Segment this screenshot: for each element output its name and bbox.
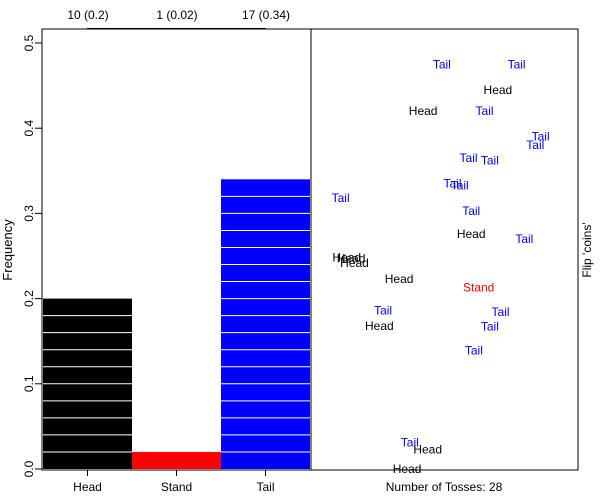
count-label-head: 10 (0.2)	[67, 8, 108, 22]
bar-tail	[221, 179, 310, 469]
toss-tail: Tail	[532, 130, 550, 144]
x-axis: Head Stand Tail	[73, 470, 275, 494]
right-panel-frame	[310, 28, 579, 471]
toss-tail: Tail	[481, 154, 499, 168]
toss-tail: Tail	[433, 57, 451, 71]
toss-head: Head	[332, 251, 361, 265]
count-labels: 10 (0.2) 1 (0.02) 17 (0.34)	[67, 8, 290, 22]
y-axis-title: Frequency	[0, 219, 15, 281]
count-label-stand: 1 (0.02)	[156, 8, 197, 22]
toss-tail: Tail	[462, 204, 480, 218]
count-label-tail: 17 (0.34)	[242, 8, 290, 22]
y-tick-label: 0.5	[22, 34, 36, 51]
toss-tail: Tail	[374, 304, 392, 318]
y-axis: 0.0 0.1 0.2 0.3 0.4 0.5	[22, 34, 42, 477]
toss-tail: Tail	[451, 178, 469, 192]
bars	[43, 179, 310, 469]
y-tick-label: 0.1	[22, 375, 36, 392]
x-tick-label-tail: Tail	[256, 480, 274, 494]
y-tick-label: 0.3	[22, 205, 36, 222]
toss-head: Head	[340, 256, 369, 270]
toss-head: Head	[337, 252, 366, 266]
toss-head: Head	[393, 462, 422, 476]
toss-tail: Tail	[492, 305, 510, 319]
toss-head: Head	[457, 227, 486, 241]
toss-head: Head	[365, 319, 394, 333]
toss-tail: Tail	[508, 57, 526, 71]
toss-tail: Tail	[444, 177, 462, 191]
frequency-bar-chart: 10 (0.2) 1 (0.02) 17 (0.34) 0.00.10.20.30.…	[0, 8, 310, 494]
y-tick-label: 0.4	[22, 120, 36, 137]
x-tick-label-head: Head	[73, 480, 102, 494]
bar-stand	[132, 451, 221, 469]
y-tick-label: 0.0	[22, 460, 36, 477]
right-panel-title: Flip 'coins'	[580, 222, 594, 277]
toss-head: Head	[409, 104, 438, 118]
toss-head: Head	[484, 83, 513, 97]
toss-tail: Tail	[460, 151, 478, 165]
x-tick-label-stand: Stand	[161, 480, 192, 494]
toss-stand: Stand	[463, 281, 494, 295]
toss-tail: Tail	[465, 344, 483, 358]
toss-tail: Tail	[401, 436, 419, 450]
tosses-count-label: Number of Tosses: 28	[386, 480, 503, 494]
toss-head: Head	[413, 442, 442, 456]
toss-tail: Tail	[481, 320, 499, 334]
toss-tail: Tail	[476, 104, 494, 118]
toss-tail: Tail	[332, 191, 350, 205]
toss-tail: Tail	[526, 138, 544, 152]
toss-tail: Tail	[515, 232, 533, 246]
y-tick-label: 0.2	[22, 290, 36, 307]
toss-head: Head	[385, 272, 414, 286]
